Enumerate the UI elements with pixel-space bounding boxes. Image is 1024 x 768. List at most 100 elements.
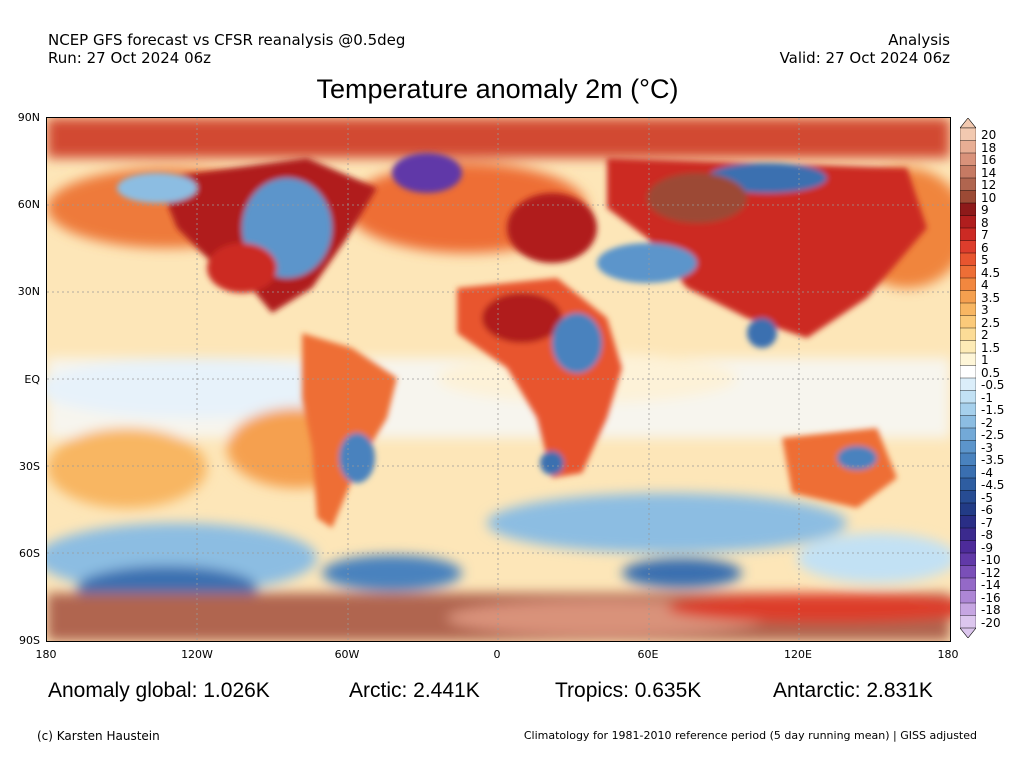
lon-label: 60E: [637, 648, 659, 661]
map-title: Temperature anomaly 2m (°C): [316, 74, 679, 104]
lat-label: 60N: [17, 198, 40, 211]
climatology-note: Climatology for 1981-2010 reference peri…: [523, 729, 977, 742]
colorbar-label: 2.5: [981, 315, 1001, 330]
lon-label: 60W: [334, 648, 360, 661]
lat-label: 90S: [19, 634, 40, 647]
colorbar-label: -7: [981, 515, 993, 530]
colorbar-swatch: [960, 277, 976, 292]
colorbar-swatch: [960, 127, 976, 142]
antarctic-anomaly: Antarctic: 2.831K: [773, 679, 933, 702]
model-description: NCEP GFS forecast vs CFSR reanalysis @0.…: [48, 31, 406, 49]
colorbar-label: 1: [981, 353, 989, 367]
colorbar-label: -1: [981, 390, 993, 405]
anomaly-map: [46, 117, 951, 642]
colorbar-label: 6: [981, 240, 989, 255]
colorbar-swatch: [960, 165, 976, 179]
colorbar-swatch: [960, 602, 976, 617]
colorbar-label: 4: [981, 278, 989, 292]
colorbar-label: 16: [981, 153, 997, 167]
colorbar-swatch: [960, 477, 976, 492]
lat-label: EQ: [24, 373, 40, 386]
colorbar-swatch: [960, 177, 976, 192]
lon-label: 120E: [784, 648, 812, 661]
colorbar-swatch: [960, 227, 976, 242]
colorbar-swatch: [960, 152, 976, 167]
colorbar-label: -2: [981, 415, 993, 430]
colorbar-label: 14: [981, 165, 997, 180]
colorbar-swatch: [960, 240, 976, 254]
colorbar-swatch: [960, 590, 976, 604]
colorbar-swatch: [960, 552, 976, 567]
colorbar-swatch: [960, 440, 976, 454]
colorbar-label: 8: [981, 215, 989, 230]
colorbar-label: 3: [981, 303, 989, 317]
colorbar-swatch: [960, 290, 976, 304]
global-anomaly: Anomaly global: 1.026K: [48, 679, 270, 702]
colorbar-swatch: [960, 215, 976, 229]
colorbar-swatch: [960, 315, 976, 329]
valid-time: Valid: 27 Oct 2024 06z: [779, 49, 950, 67]
colorbar-label: -10: [981, 553, 1001, 567]
colorbar-swatch: [960, 615, 976, 629]
colorbar-swatch: [960, 302, 976, 317]
colorbar-swatch: [960, 502, 976, 517]
colorbar-swatch: [960, 365, 976, 379]
colorbar-swatch: [960, 565, 976, 579]
colorbar-label: 20: [981, 128, 997, 142]
colorbar-swatch: [960, 327, 976, 342]
colorbar-label: -8: [981, 528, 993, 542]
colorbar-swatch: [960, 415, 976, 429]
colorbar-swatch: [960, 540, 976, 554]
lat-label: 30S: [19, 460, 40, 473]
colorbar-label: -3.5: [981, 453, 1005, 467]
colorbar-label: -5: [981, 490, 993, 505]
colorbar-label: 4.5: [981, 265, 1001, 280]
lat-label: 90N: [17, 111, 40, 124]
colorbar-swatch: [960, 452, 976, 467]
colorbar-label: -2.5: [981, 428, 1005, 442]
colorbar: [960, 118, 976, 638]
colorbar-label: 5: [981, 253, 989, 267]
analysis-label: Analysis: [888, 31, 950, 49]
lon-label: 120W: [181, 648, 213, 661]
colorbar-swatch: [960, 252, 976, 267]
colorbar-label: -4: [981, 465, 993, 480]
colorbar-label: -9: [981, 540, 993, 555]
colorbar-swatch: [960, 377, 976, 392]
colorbar-swatch: [960, 402, 976, 417]
colorbar-label: -3: [981, 440, 993, 455]
colorbar-label: 7: [981, 228, 989, 242]
colorbar-max-arrow: [960, 118, 976, 129]
colorbar-swatch: [960, 340, 976, 354]
lat-label: 60S: [19, 547, 40, 560]
colorbar-label: 2: [981, 328, 989, 342]
colorbar-min-arrow: [960, 627, 976, 638]
colorbar-swatch: [960, 352, 976, 367]
colorbar-swatch: [960, 202, 976, 217]
colorbar-label: 1.5: [981, 340, 1001, 355]
colorbar-swatch: [960, 265, 976, 279]
colorbar-swatch: [960, 427, 976, 442]
colorbar-swatch: [960, 390, 976, 404]
copyright: (c) Karsten Haustein: [37, 729, 160, 743]
colorbar-label: 12: [981, 178, 997, 192]
colorbar-swatch: [960, 465, 976, 479]
colorbar-label: -18: [981, 603, 1001, 617]
colorbar-label: 0.5: [981, 365, 1001, 380]
arctic-anomaly: Arctic: 2.441K: [349, 679, 480, 702]
colorbar-swatch: [960, 190, 976, 204]
colorbar-label: -1.5: [981, 403, 1005, 417]
colorbar-label: 9: [981, 203, 989, 217]
colorbar-label: -4.5: [981, 478, 1005, 492]
colorbar-swatch: [960, 515, 976, 529]
tropics-anomaly: Tropics: 0.635K: [555, 679, 702, 702]
run-time: Run: 27 Oct 2024 06z: [48, 49, 212, 67]
colorbar-label: -0.5: [981, 378, 1005, 392]
lon-label: 0: [493, 648, 501, 661]
colorbar-label: -12: [981, 565, 1001, 580]
colorbar-label: 10: [981, 190, 997, 205]
colorbar-label: 3.5: [981, 290, 1001, 305]
colorbar-swatch: [960, 527, 976, 542]
colorbar-label: -14: [981, 578, 1001, 592]
colorbar-label: -16: [981, 590, 1001, 605]
